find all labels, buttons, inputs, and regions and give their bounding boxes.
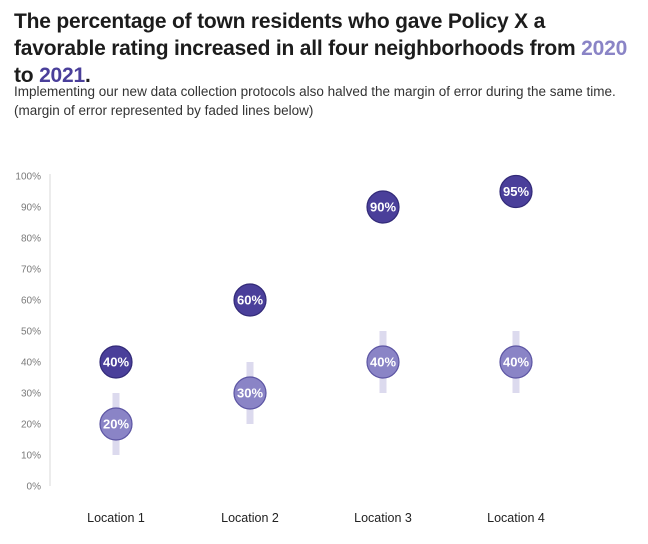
title-period: . bbox=[84, 64, 91, 87]
y-tick-label: 90% bbox=[21, 203, 41, 214]
title-year-2020: 2020 bbox=[581, 37, 628, 60]
dot-2021 bbox=[366, 190, 400, 224]
data-label-2020: 40% bbox=[503, 355, 529, 370]
y-tick-label: 20% bbox=[21, 420, 41, 431]
data-label-2020: 40% bbox=[370, 355, 396, 370]
x-category-label: Location 3 bbox=[354, 511, 412, 525]
dot-2020 bbox=[99, 407, 133, 441]
data-label-2021: 60% bbox=[237, 293, 263, 308]
data-label-2020: 20% bbox=[103, 417, 129, 432]
data-label-2021: 40% bbox=[103, 355, 129, 370]
title-connector: to bbox=[14, 64, 40, 87]
dot-2020 bbox=[366, 345, 400, 379]
y-tick-label: 50% bbox=[21, 327, 41, 338]
dot-2020 bbox=[233, 376, 267, 410]
chart-subtitle: Implementing our new data collection pro… bbox=[14, 82, 634, 120]
y-tick-label: 40% bbox=[21, 358, 41, 369]
title-year-2021: 2021 bbox=[39, 64, 85, 87]
subtitle-line-2: (margin of error represented by faded li… bbox=[14, 103, 314, 118]
data-label-2021: 90% bbox=[370, 200, 396, 215]
dot-2021 bbox=[233, 283, 267, 317]
data-label-2020: 30% bbox=[237, 386, 263, 401]
x-category-label: Location 2 bbox=[221, 511, 279, 525]
y-tick-label: 60% bbox=[21, 296, 41, 307]
data-label-2021: 95% bbox=[503, 184, 529, 199]
y-tick-label: 0% bbox=[27, 482, 42, 493]
subtitle-line-1: Implementing our new data collection pro… bbox=[14, 84, 616, 99]
dot-2020 bbox=[499, 345, 533, 379]
y-tick-label: 100% bbox=[15, 172, 41, 183]
dot-2021 bbox=[499, 174, 533, 209]
title-text: The percentage of town residents who gav… bbox=[14, 10, 582, 60]
y-tick-label: 30% bbox=[21, 389, 41, 400]
y-tick-label: 80% bbox=[21, 234, 41, 245]
x-category-label: Location 1 bbox=[87, 511, 145, 525]
chart-title: The percentage of town residents who gav… bbox=[14, 8, 634, 89]
dot-2021 bbox=[99, 345, 133, 379]
x-category-label: Location 4 bbox=[487, 511, 545, 525]
y-tick-label: 10% bbox=[21, 451, 41, 462]
y-tick-label: 70% bbox=[21, 265, 41, 276]
